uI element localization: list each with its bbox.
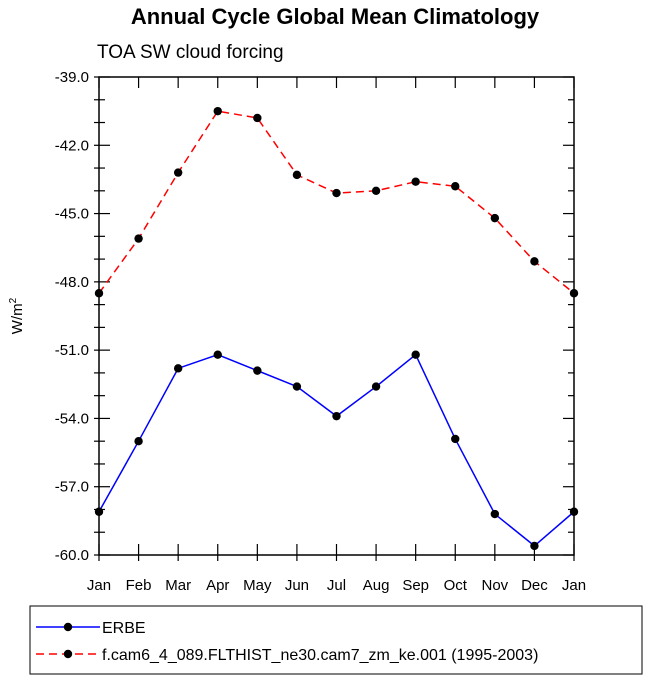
x-tick-label: Apr <box>206 577 229 594</box>
series-line-2 <box>98 110 575 294</box>
y-tick-label: -45.0 <box>55 206 89 223</box>
series-2-point <box>490 213 500 223</box>
series-1-point <box>292 382 302 391</box>
series-line-1 <box>98 353 575 547</box>
series-2-point <box>292 170 302 180</box>
x-tick-label: Jul <box>327 577 346 594</box>
series-1-point <box>530 541 539 551</box>
x-tick-label: May <box>243 577 272 594</box>
x-tick-label: Oct <box>444 577 468 594</box>
legend-label-1: ERBE <box>102 620 146 637</box>
series-1-point <box>332 411 341 421</box>
series-2-point <box>173 168 183 177</box>
legend-label-2: f.cam6_4_089.FLTHIST_ne30.cam7_zm_ke.001… <box>102 647 538 664</box>
x-tick-label: Aug <box>363 577 390 594</box>
x-tick-label: Nov <box>481 577 508 594</box>
plot-frame <box>98 76 575 556</box>
chart-title: Annual Cycle Global Mean Climatology <box>131 4 540 29</box>
series-1-point <box>94 507 104 516</box>
series-1-point <box>451 434 460 444</box>
legend-box <box>29 605 643 675</box>
y-tick-label: -42.0 <box>55 137 89 154</box>
chart-subtitle: TOA SW cloud forcing <box>97 42 284 63</box>
x-tick-label: Mar <box>165 577 191 594</box>
series-1-point <box>213 350 222 359</box>
legend-marker-2 <box>63 649 73 659</box>
y-axis-label: W/m2 <box>8 297 26 334</box>
series-2-point <box>569 289 579 298</box>
y-tick-label: -39.0 <box>55 69 89 86</box>
series-1-point <box>173 364 183 373</box>
x-tick-label: Sep <box>402 577 429 594</box>
series-2-point <box>134 234 143 243</box>
series-2-point <box>371 186 381 196</box>
x-tick-label: Dec <box>521 577 548 594</box>
series-1-point <box>490 509 500 519</box>
legend-marker-1 <box>63 622 73 632</box>
y-axis-label-superscript: 2 <box>8 297 19 303</box>
y-tick-label: -54.0 <box>55 410 89 427</box>
y-tick-label: -48.0 <box>55 274 89 291</box>
series-2-point <box>94 289 104 298</box>
y-axis-label-text: W/m <box>9 303 26 334</box>
series-2-point <box>451 182 460 191</box>
series-2-point <box>332 188 341 198</box>
x-tick-label: Jan <box>87 577 111 594</box>
series-2-point <box>213 106 222 116</box>
series-2-point <box>530 257 539 266</box>
y-tick-label: -60.0 <box>55 547 89 564</box>
x-tick-label: Jun <box>285 577 309 594</box>
series-2-point <box>253 113 262 123</box>
series-1-point <box>134 436 143 446</box>
y-tick-label: -51.0 <box>55 342 89 359</box>
y-tick-label: -57.0 <box>55 479 89 496</box>
series-1-point <box>411 350 420 359</box>
series-2-point <box>411 177 420 186</box>
series-lines <box>94 106 579 551</box>
axes: -39.0 -42.0 -45.0 -48.0 -51.0 -54.0 -57.0 -60.0… <box>55 69 586 594</box>
series-1-point <box>569 507 579 516</box>
series-1-point <box>371 382 381 391</box>
legend: ERBE f.cam6_4_089.FLTHIST_ne30.cam7_zm_ke… <box>29 605 643 675</box>
series-1-point <box>253 366 262 375</box>
x-tick-label: Jan <box>562 577 586 594</box>
x-tick-label: Feb <box>126 577 152 594</box>
